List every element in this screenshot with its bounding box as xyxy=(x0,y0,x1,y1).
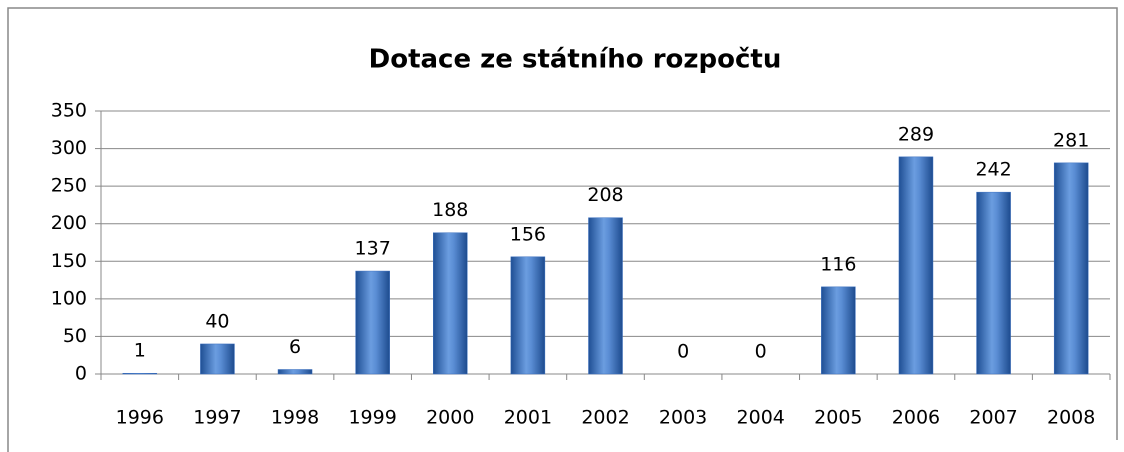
x-tick-label: 2003 xyxy=(659,407,707,429)
y-tick-label: 250 xyxy=(51,175,87,197)
data-label: 281 xyxy=(1053,129,1089,151)
y-tick-label: 150 xyxy=(51,250,87,272)
bar xyxy=(122,372,158,375)
x-tick-label: 1999 xyxy=(348,407,396,429)
y-tick-label: 300 xyxy=(51,137,87,159)
y-tick-label: 100 xyxy=(51,287,87,309)
data-label: 0 xyxy=(677,341,689,363)
x-tick-label: 2008 xyxy=(1047,407,1095,429)
x-tick-label: 1998 xyxy=(271,407,319,429)
y-tick-label: 0 xyxy=(75,363,87,385)
bar xyxy=(976,191,1011,375)
data-label: 40 xyxy=(205,310,229,332)
data-label: 137 xyxy=(355,238,391,260)
y-tick-label: 200 xyxy=(51,212,87,234)
x-tick-label: 2007 xyxy=(969,407,1017,429)
x-tick-label: 2004 xyxy=(737,407,785,429)
bar xyxy=(821,286,856,375)
data-label: 6 xyxy=(289,336,301,358)
data-label: 208 xyxy=(587,184,623,206)
y-tick-label: 50 xyxy=(63,325,87,347)
data-label: 156 xyxy=(510,223,546,245)
y-tick-label: 350 xyxy=(51,100,87,122)
data-label: 188 xyxy=(432,199,468,221)
x-tick-label: 2005 xyxy=(814,407,862,429)
x-tick-label: 1997 xyxy=(193,407,241,429)
data-label: 1 xyxy=(134,340,146,362)
data-label: 289 xyxy=(898,123,934,145)
data-label: 116 xyxy=(820,253,856,275)
chart-title: Dotace ze státního rozpočtu xyxy=(369,45,782,75)
data-label: 0 xyxy=(755,341,767,363)
bar xyxy=(433,232,468,375)
x-tick-label: 2006 xyxy=(892,407,940,429)
chart-frame xyxy=(7,7,1118,452)
x-tick-label: 2000 xyxy=(426,407,474,429)
bar xyxy=(510,256,546,375)
bar xyxy=(355,270,390,375)
data-label: 242 xyxy=(975,159,1011,181)
x-tick-label: 2002 xyxy=(581,407,629,429)
bar xyxy=(277,369,313,375)
x-tick-label: 2001 xyxy=(504,407,552,429)
bar xyxy=(588,217,623,375)
bar xyxy=(1053,162,1089,375)
bar xyxy=(898,156,934,375)
x-tick-label: 1996 xyxy=(116,407,164,429)
bar xyxy=(200,343,235,375)
